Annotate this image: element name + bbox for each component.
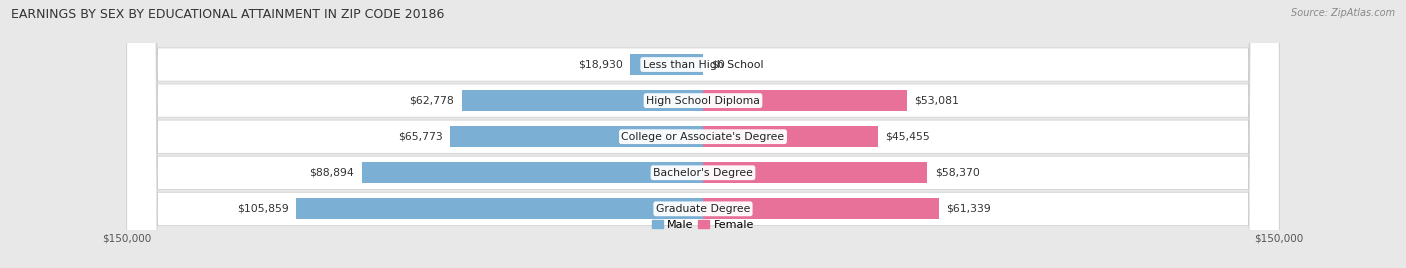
FancyBboxPatch shape [127,0,1279,268]
Text: $0: $0 [710,59,724,69]
Text: Graduate Degree: Graduate Degree [655,204,751,214]
Bar [461,90,703,111]
FancyBboxPatch shape [127,0,1279,268]
Text: Less than High School: Less than High School [643,59,763,69]
Text: College or Associate's Degree: College or Associate's Degree [621,132,785,142]
Text: $61,339: $61,339 [946,204,991,214]
Text: $65,773: $65,773 [398,132,443,142]
Text: $45,455: $45,455 [886,132,929,142]
FancyBboxPatch shape [127,0,1279,268]
Bar [450,126,703,147]
FancyBboxPatch shape [127,0,1279,268]
Legend: Male, Female: Male, Female [647,215,759,234]
Text: $18,930: $18,930 [578,59,623,69]
Text: EARNINGS BY SEX BY EDUCATIONAL ATTAINMENT IN ZIP CODE 20186: EARNINGS BY SEX BY EDUCATIONAL ATTAINMEN… [11,8,444,21]
Text: $88,894: $88,894 [309,168,354,178]
Bar [297,198,703,219]
Text: $62,778: $62,778 [409,96,454,106]
FancyBboxPatch shape [127,0,1279,268]
Text: Bachelor's Degree: Bachelor's Degree [652,168,754,178]
Text: Source: ZipAtlas.com: Source: ZipAtlas.com [1291,8,1395,18]
Bar [703,126,877,147]
Bar [361,162,703,183]
Bar [703,162,927,183]
Text: High School Diploma: High School Diploma [647,96,759,106]
Bar [630,54,703,75]
Bar [703,90,907,111]
Text: $105,859: $105,859 [236,204,288,214]
Bar [703,198,939,219]
Text: $58,370: $58,370 [935,168,980,178]
Text: $53,081: $53,081 [914,96,959,106]
